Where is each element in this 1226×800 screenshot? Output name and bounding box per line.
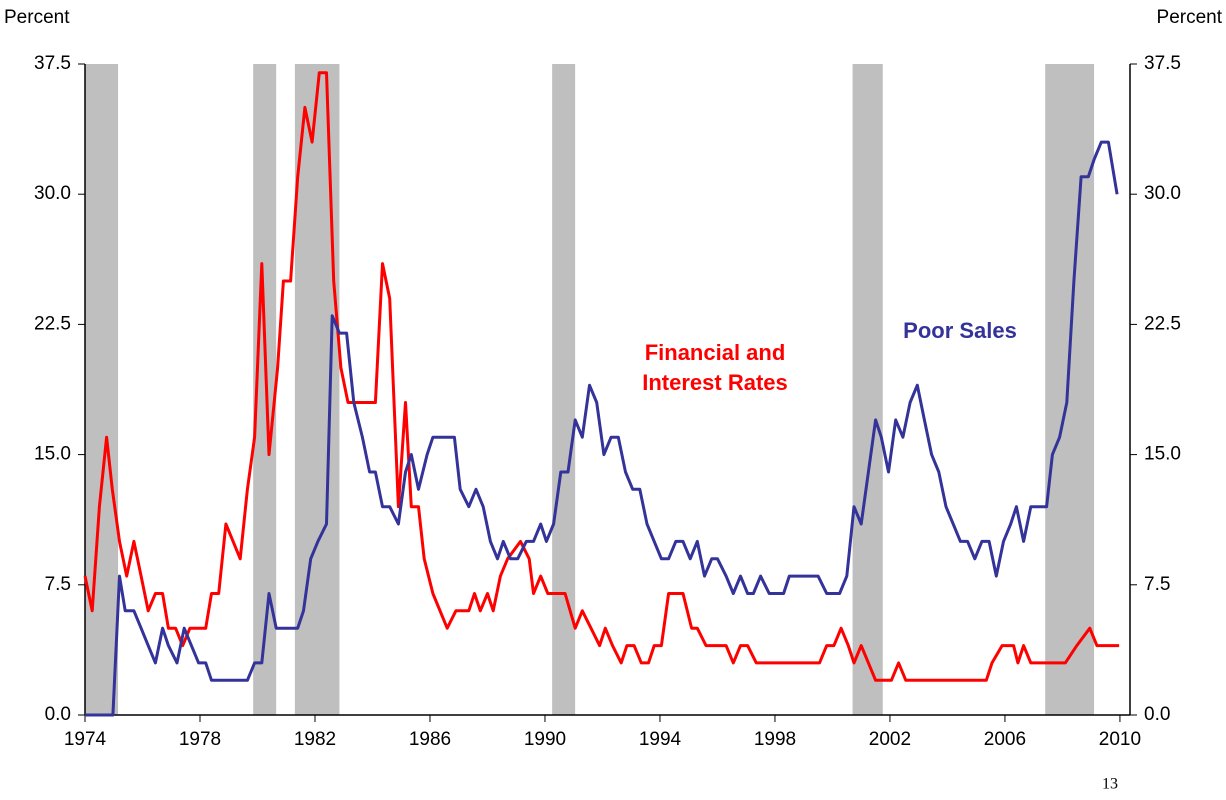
x-tick-label: 2006 — [984, 729, 1026, 750]
series-label: Financial and Interest Rates — [642, 340, 788, 395]
page-number: 13 — [1102, 776, 1118, 793]
y2-tick-label: 22.5 — [1144, 313, 1181, 334]
series-line — [83, 71, 1120, 682]
recession-band — [253, 64, 277, 715]
recession-band — [85, 64, 119, 715]
y-tick-label: 22.5 — [34, 313, 71, 334]
recession-band — [1045, 64, 1095, 715]
recession-band — [294, 64, 340, 715]
series-line — [85, 140, 1119, 717]
y-tick-label: 0.0 — [45, 704, 71, 725]
x-tick-label: 1982 — [294, 729, 336, 750]
y2-tick-label: 7.5 — [1144, 574, 1170, 595]
recession-band — [552, 64, 576, 715]
y-tick-label: 37.5 — [34, 53, 71, 74]
x-tick-label: 1986 — [409, 729, 451, 750]
y2-axis-label: Percent — [1157, 7, 1223, 28]
y-tick-label: 7.5 — [45, 574, 71, 595]
y2-tick-label: 37.5 — [1144, 53, 1181, 74]
y2-tick-label: 15.0 — [1144, 444, 1181, 465]
x-tick-label: 1998 — [754, 729, 796, 750]
x-tick-label: 1974 — [64, 729, 107, 750]
y-axis-label: Percent — [4, 7, 70, 28]
series-label: Poor Sales — [903, 318, 1017, 343]
y2-tick-label: 0.0 — [1144, 704, 1170, 725]
x-tick-label: 2010 — [1099, 729, 1141, 750]
y-tick-label: 15.0 — [34, 444, 71, 465]
x-tick-label: 2002 — [869, 729, 911, 750]
x-tick-label: 1990 — [524, 729, 566, 750]
y-tick-label: 30.0 — [34, 183, 71, 204]
y2-tick-label: 30.0 — [1144, 183, 1181, 204]
recession-band — [852, 64, 883, 715]
x-tick-label: 1978 — [179, 729, 221, 750]
x-tick-label: 1994 — [639, 729, 682, 750]
